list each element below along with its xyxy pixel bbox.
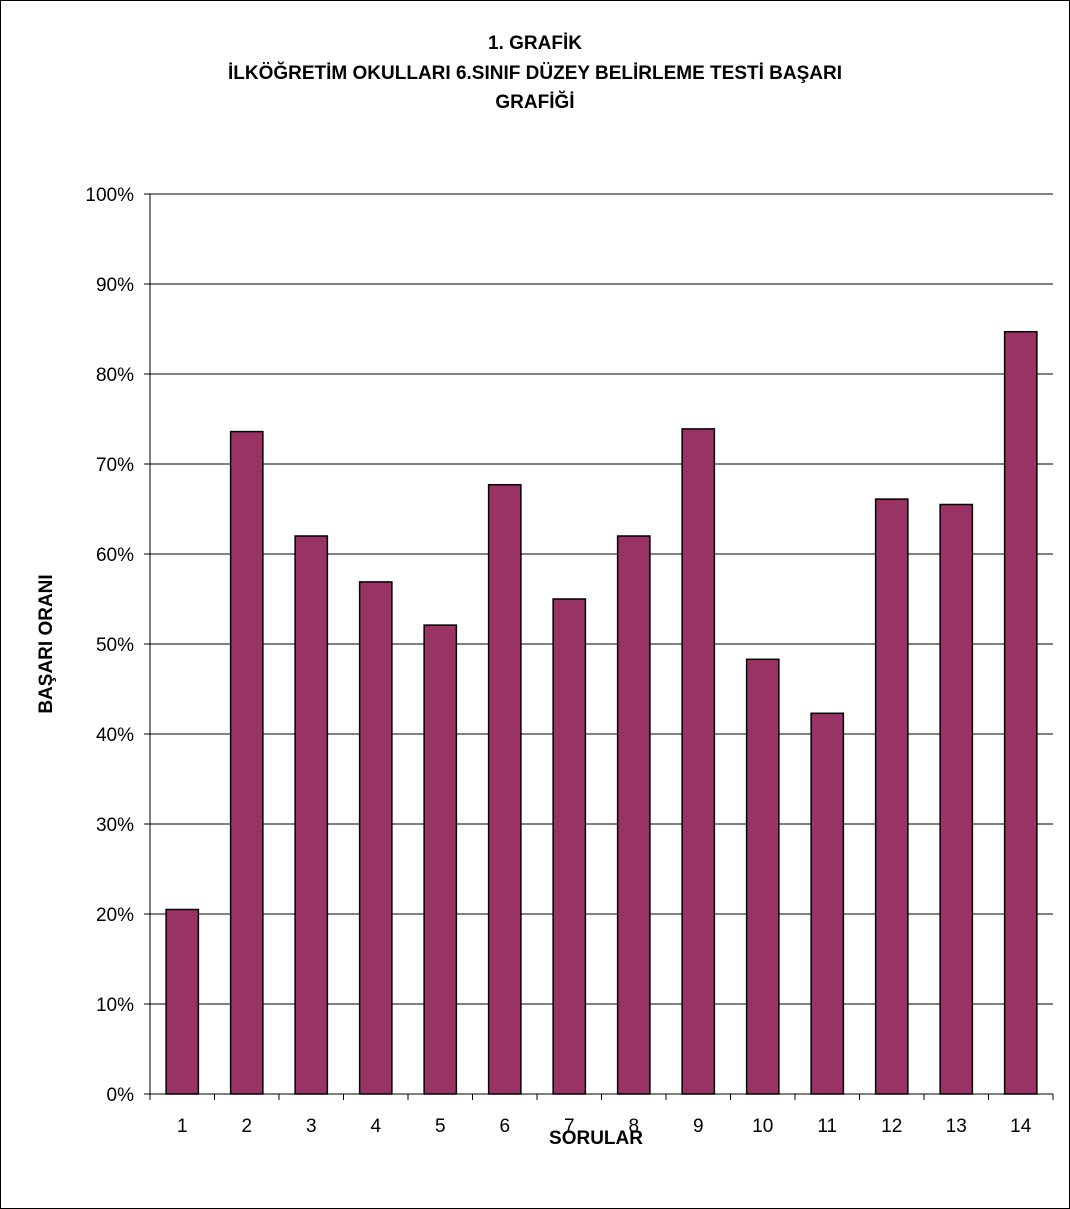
y-tick-label: 60% xyxy=(96,545,134,566)
bar xyxy=(165,908,200,1095)
x-tick-label: 13 xyxy=(946,1116,967,1137)
x-tick-label: 1 xyxy=(177,1116,188,1137)
x-axis-title: SORULAR xyxy=(549,1128,643,1149)
y-tick-label: 40% xyxy=(96,725,134,746)
y-tick-label: 50% xyxy=(96,635,134,656)
x-tick-label: 3 xyxy=(306,1116,317,1137)
bar xyxy=(552,598,587,1095)
axes xyxy=(144,193,1054,1100)
x-tick-label: 8 xyxy=(628,1116,639,1137)
bar xyxy=(358,581,393,1095)
y-tick-label: 70% xyxy=(96,455,134,476)
chart-title-line-3: GRAFİĞİ xyxy=(495,91,574,113)
x-tick-label: 7 xyxy=(564,1116,575,1137)
y-tick-label: 90% xyxy=(96,275,134,296)
chart-title-line-1: 1. GRAFİK xyxy=(488,33,582,54)
y-tick-label: 30% xyxy=(96,815,134,836)
x-tick-label: 11 xyxy=(817,1116,837,1137)
x-tick-label: 2 xyxy=(241,1116,252,1137)
bar xyxy=(874,498,909,1095)
x-tick-label: 9 xyxy=(693,1116,704,1137)
y-tick-labels: 0% 10% 20% 30% 40% 50% 60% 70% 80% 90% 100% xyxy=(85,185,134,1106)
x-tick-label: 4 xyxy=(370,1116,381,1137)
y-tick-label: 10% xyxy=(96,995,134,1016)
x-tick-label: 5 xyxy=(435,1116,446,1137)
bar xyxy=(294,535,329,1095)
x-tick-label: 6 xyxy=(499,1116,510,1137)
x-tick-label: 14 xyxy=(1010,1116,1032,1137)
y-tick-label: 20% xyxy=(96,905,134,926)
y-tick-label: 80% xyxy=(96,365,134,386)
x-tick-label: 12 xyxy=(881,1116,902,1137)
x-tick-label: 10 xyxy=(752,1116,773,1137)
bar xyxy=(939,503,974,1095)
bar xyxy=(423,624,458,1095)
chart-title-line-2: İLKÖĞRETİM OKULLARI 6.SINIF DÜZEY BELİRL… xyxy=(228,62,842,84)
bar xyxy=(810,712,845,1095)
bar xyxy=(681,428,716,1095)
x-tick-labels: 1 2 3 4 5 6 7 8 9 10 11 12 13 14 xyxy=(177,1116,1032,1137)
bar xyxy=(487,483,522,1095)
y-tick-label: 100% xyxy=(85,185,134,206)
bar xyxy=(1003,330,1038,1095)
bar xyxy=(745,658,780,1095)
y-tick-label: 0% xyxy=(107,1085,135,1106)
bar xyxy=(616,535,651,1095)
bar xyxy=(229,430,264,1095)
y-axis-title: BAŞARI ORANI xyxy=(36,574,57,713)
